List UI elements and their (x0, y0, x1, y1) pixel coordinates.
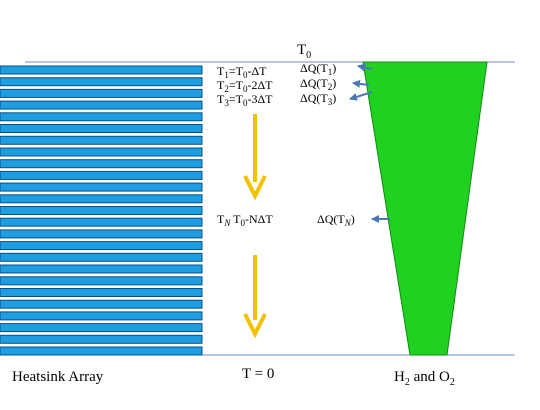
row-heat-label: ΔQ(T2) (300, 76, 336, 92)
row-temperature-label: T3=T0-3ΔT (217, 92, 273, 108)
row-heat-label: ΔQ(T3) (300, 91, 336, 107)
heatsink-plate (0, 241, 203, 251)
heatsink-plate (0, 264, 203, 274)
heatsink-plate (0, 194, 203, 204)
heatsink-plate (0, 170, 203, 180)
top-temperature-label: T0 (297, 42, 311, 61)
arrow-left-icon (352, 79, 370, 88)
gas-funnel (362, 61, 488, 356)
heatsink-plate (0, 206, 203, 215)
heatsink-plate (0, 100, 203, 110)
heatsink-plate (0, 311, 203, 321)
heatsink-plate (0, 77, 203, 87)
arrow-left-icon (357, 63, 373, 72)
row-temperature-label: T1=T0-ΔT (217, 64, 267, 80)
heatsink-plate (0, 346, 203, 356)
heatsink-plate (0, 65, 203, 75)
heatsink-plate (0, 124, 203, 133)
row-temperature-label: TN T0-NΔT (217, 212, 273, 228)
heatsink-plate (0, 288, 203, 297)
heatsink-plate (0, 323, 203, 333)
gas-caption: H2 and O2 (394, 369, 455, 388)
heatsink-plate (0, 229, 203, 239)
heatsink-plate (0, 299, 203, 309)
arrow-left-icon (349, 91, 373, 101)
row-heat-label: ΔQ(T1) (300, 61, 336, 77)
arrow-down-icon (243, 114, 267, 201)
row-heat-label: ΔQ(TN) (317, 212, 355, 228)
heatsink-array-caption: Heatsink Array (12, 369, 104, 385)
bottom-temperature-label: T = 0 (242, 366, 274, 382)
heatsink-array (0, 65, 203, 356)
heatsink-plate (0, 159, 203, 169)
heatsink-plate (0, 88, 203, 98)
heatsink-plate (0, 135, 203, 145)
heatsink-plate (0, 147, 203, 157)
row-temperature-label: T2=T0-2ΔT (217, 78, 273, 94)
heatsink-plate (0, 334, 203, 344)
heatsink-plate (0, 182, 203, 192)
heatsink-plate (0, 112, 203, 122)
heatsink-plate (0, 276, 203, 286)
heatsink-plate (0, 217, 203, 227)
heatsink-plate (0, 252, 203, 262)
arrow-down-icon (243, 255, 267, 339)
